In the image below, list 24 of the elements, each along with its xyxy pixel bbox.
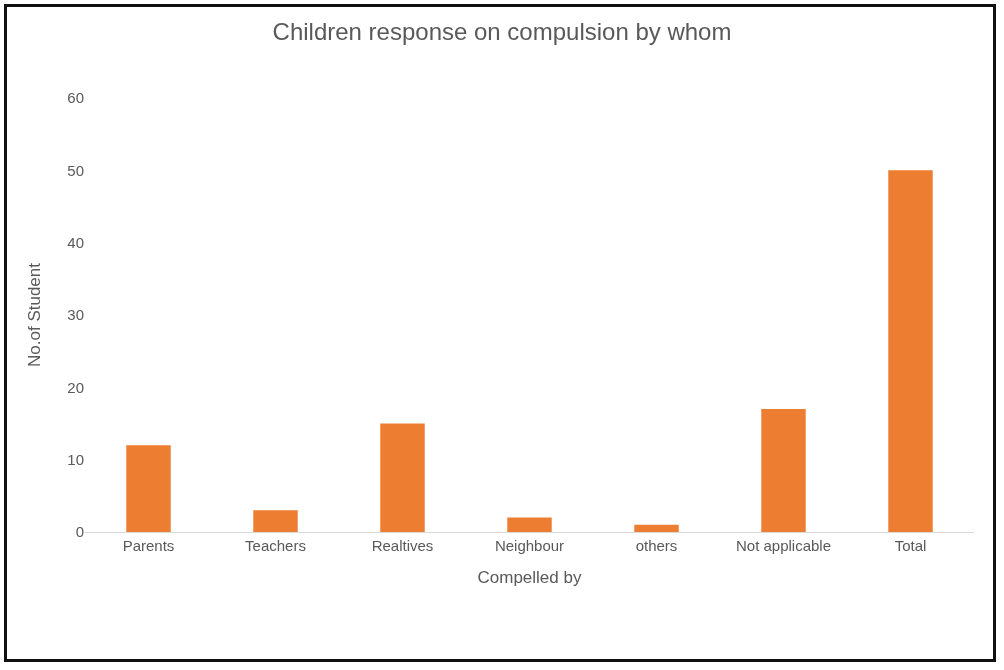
x-tick-label: Realtives xyxy=(371,537,434,554)
bar xyxy=(888,170,933,532)
y-axis-title: No.of Student xyxy=(24,262,44,367)
x-tick-label: Teachers xyxy=(245,537,306,554)
bar xyxy=(380,423,425,532)
x-tick-label: Total xyxy=(894,537,927,554)
y-tick-label: 10 xyxy=(67,450,84,468)
chart-title: Children response on compulsion by whom xyxy=(272,18,732,46)
x-tick-label: Parents xyxy=(122,537,175,554)
y-tick-label: 60 xyxy=(67,89,84,107)
y-tick-label: 0 xyxy=(75,523,84,541)
x-tick-label: others xyxy=(635,537,678,554)
bar xyxy=(761,409,806,532)
x-axis-title: Compelled by xyxy=(477,568,582,588)
bar xyxy=(253,510,298,532)
bar xyxy=(634,524,679,532)
bar xyxy=(126,445,171,532)
y-tick-label: 20 xyxy=(67,378,84,396)
y-tick-label: 30 xyxy=(67,306,84,324)
y-tick-label: 50 xyxy=(67,161,84,179)
y-tick-label: 40 xyxy=(67,233,84,251)
bar xyxy=(507,517,552,532)
x-tick-label: Not applicable xyxy=(735,537,832,554)
x-tick-label: Neighbour xyxy=(494,537,565,554)
